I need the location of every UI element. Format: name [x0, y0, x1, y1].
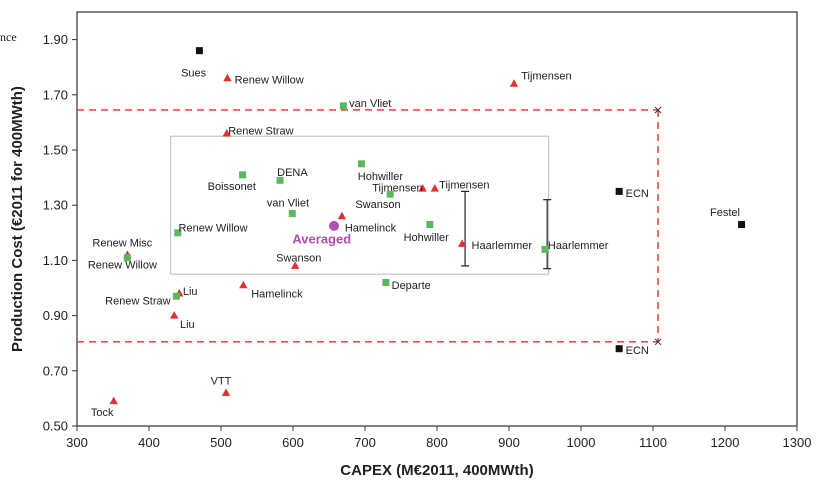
data-point-triangle	[109, 396, 118, 405]
x-tick-label: 1000	[567, 435, 596, 450]
data-point-label: Renew Misc	[92, 237, 152, 249]
data-point-label: Liu	[183, 286, 198, 298]
data-point-square	[174, 229, 182, 237]
averaged-label: Averaged	[292, 231, 351, 246]
data-point-label: Festel	[710, 207, 740, 219]
data-point-triangle	[337, 211, 347, 220]
x-tick-label: 400	[138, 435, 160, 450]
data-point-label: Tijmensen	[521, 70, 571, 82]
x-tick-label: 600	[282, 435, 304, 450]
data-point-label: Renew Straw	[228, 126, 293, 138]
data-point-triangle	[222, 128, 231, 137]
data-point-triangle	[170, 311, 179, 319]
data-point-square	[288, 209, 296, 217]
data-point-label: Hamelinck	[345, 222, 397, 234]
x-tick-label: 1200	[711, 435, 740, 450]
fragment-text: nce	[0, 30, 17, 44]
y-tick-label: 0.50	[43, 419, 68, 434]
data-point-label: VTT	[211, 375, 232, 387]
x-tick-label: 900	[498, 435, 520, 450]
y-tick-label: 1.90	[43, 32, 68, 47]
data-point-square	[276, 176, 284, 184]
y-tick-label: 0.90	[43, 308, 68, 323]
data-point-label: Renew Willow	[179, 222, 248, 234]
x-tick-label: 1100	[639, 435, 667, 450]
data-point-square	[615, 345, 623, 353]
data-point-label: ECN	[626, 345, 649, 357]
x-tick-label: 800	[426, 435, 448, 450]
data-point-label: Renew Straw	[105, 295, 170, 307]
data-point-square	[426, 221, 434, 229]
data-point-label: Tock	[91, 407, 114, 419]
data-point-triangle	[239, 280, 248, 289]
data-point-label: Swanson	[276, 253, 321, 265]
data-point-square	[172, 292, 180, 300]
y-tick-label: 1.10	[43, 253, 68, 268]
data-point-label: ECN	[626, 188, 649, 200]
data-point-label: Liu	[180, 319, 195, 331]
data-point-label: Swanson	[355, 199, 400, 211]
y-tick-label: 1.30	[43, 198, 68, 213]
data-point-label: Tijmensen	[372, 182, 422, 194]
data-point-label: van Vliet	[267, 197, 309, 209]
data-point-label: Sues	[181, 68, 207, 80]
data-point-label: Haarlemmer	[548, 240, 609, 252]
data-point-square	[382, 278, 390, 286]
data-point-square	[357, 160, 365, 168]
data-point-label: Haarlemmer	[472, 240, 533, 252]
data-point-triangle	[290, 261, 300, 269]
data-point-square	[541, 245, 549, 253]
data-point-label: van Vliet	[349, 98, 391, 110]
data-point-square	[615, 187, 623, 195]
data-point-label: Hohwiller	[358, 171, 404, 183]
data-point-triangle	[223, 73, 232, 82]
averaged-point	[329, 220, 340, 231]
y-tick-label: 1.70	[43, 87, 68, 102]
data-point-triangle	[458, 239, 467, 247]
y-tick-label: 1.50	[43, 143, 68, 158]
x-tick-label: 500	[210, 435, 232, 450]
data-point-label: Boissonet	[208, 181, 256, 193]
data-point-triangle	[509, 79, 519, 87]
data-point-label: Hamelinck	[251, 289, 303, 301]
data-point-square	[339, 102, 347, 110]
data-point-label: DENA	[277, 167, 308, 179]
corner-cross-bottom	[654, 338, 662, 346]
data-point-square	[738, 221, 746, 229]
data-point-triangle	[418, 184, 427, 192]
x-axis-title: CAPEX (M€2011, 400MWth)	[340, 462, 533, 479]
corner-cross-top	[654, 106, 662, 114]
x-tick-label: 1300	[783, 435, 812, 450]
data-point-triangle	[430, 184, 440, 192]
data-point-label: Tijmensen	[439, 180, 489, 192]
data-point-square	[386, 190, 394, 198]
data-point-label: Renew Willow	[88, 260, 157, 272]
x-tick-label: 300	[66, 435, 88, 450]
data-point-label: Hohwiller	[404, 232, 450, 244]
data-point-label: Renew Willow	[235, 75, 304, 87]
data-point-label: Departe	[392, 280, 431, 292]
data-point-square	[195, 47, 203, 55]
inset-box	[170, 135, 550, 275]
data-point-square	[123, 254, 131, 262]
plot-layer: 300 400 500 600 700 800 900 1000 1100 1200 1300 0.5…	[43, 11, 812, 450]
data-point-triangle	[221, 388, 231, 396]
data-point-square	[239, 171, 247, 179]
x-tick-label: 700	[354, 435, 376, 450]
y-tick-label: 0.70	[43, 363, 68, 378]
y-axis-title: Production Cost (€2011 for 400MWth)	[9, 86, 26, 352]
